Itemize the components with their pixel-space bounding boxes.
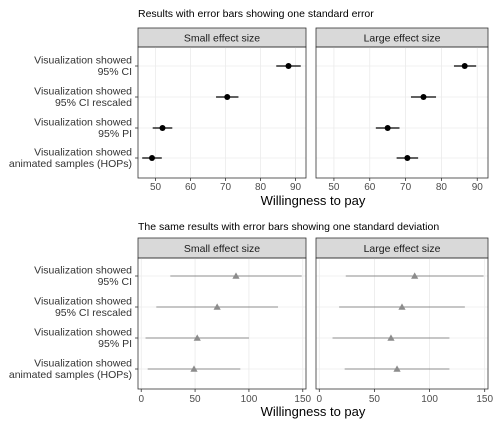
data-point (384, 125, 391, 131)
facet-strip-label: Small effect size (184, 33, 260, 45)
y-tick-label-line: animated samples (HOPs) (9, 369, 132, 381)
data-point (420, 94, 427, 100)
panel-border (137, 257, 307, 390)
x-tick-label: 60 (185, 182, 197, 193)
y-tick-label: Visualization showed 95% CI rescaled (34, 86, 132, 110)
y-tick-label-line: Visualization showed (34, 327, 132, 339)
x-axis-title: Willingness to pay (261, 404, 366, 419)
x-tick-label: 80 (436, 182, 448, 193)
chart-1: Results with error bars showing one stan… (9, 8, 489, 208)
chart-title: The same results with error bars showing… (138, 221, 439, 233)
y-tick-label-line: Visualization showed (34, 55, 132, 67)
y-tick-label-line: Visualization showed (34, 147, 132, 159)
x-tick-label: 60 (364, 182, 376, 193)
x-tick-label: 150 (476, 394, 493, 405)
x-tick-label: 0 (317, 394, 323, 405)
y-tick-label-line: Visualization showed (34, 358, 132, 370)
y-tick-label-line: 95% PI (98, 128, 132, 140)
panel-1: Small effect size 0 50 100 150 (137, 237, 312, 405)
panel-2: Large effect size 0 50 100 150 (315, 237, 493, 405)
x-tick-label: 90 (290, 182, 302, 193)
data-point (193, 334, 201, 341)
panel-border (315, 46, 489, 179)
y-tick-label: Visualization showed 95% PI (34, 327, 132, 351)
data-point (398, 303, 406, 310)
data-point (224, 94, 231, 100)
y-tick-label-line: Visualization showed (34, 86, 132, 98)
chart-2: The same results with error bars showing… (9, 221, 494, 419)
x-tick-label: 50 (190, 394, 202, 405)
data-point (461, 63, 468, 69)
data-point (393, 365, 401, 372)
y-tick-label-line: 95% CI (98, 66, 132, 78)
data-point (232, 272, 240, 279)
panel-1: Small effect size 50 60 70 80 90 (137, 27, 307, 193)
chart-title: Results with error bars showing one stan… (138, 8, 374, 20)
facet-strip-label: Small effect size (184, 243, 260, 255)
data-point (213, 303, 221, 310)
data-point (404, 155, 411, 161)
data-point (411, 272, 419, 279)
x-tick-label: 80 (255, 182, 267, 193)
y-tick-label-line: 95% CI rescaled (55, 97, 132, 109)
y-tick-label-line: Visualization showed (34, 117, 132, 129)
x-tick-label: 70 (400, 182, 412, 193)
facet-strip-label: Large effect size (364, 243, 441, 255)
x-axis-title: Willingness to pay (261, 193, 366, 208)
x-tick-label: 90 (472, 182, 484, 193)
y-tick-label-line: Visualization showed (34, 265, 132, 277)
y-tick-label: Visualization showed animated samples (HO… (9, 358, 132, 382)
data-point (190, 365, 198, 372)
y-tick-label-line: 95% CI (98, 276, 132, 288)
y-tick-label: Visualization showed 95% CI (34, 55, 132, 79)
y-tick-label: Visualization showed 95% CI rescaled (34, 296, 132, 320)
x-tick-label: 50 (369, 394, 381, 405)
x-tick-label: 0 (138, 394, 144, 405)
x-tick-label: 100 (421, 394, 438, 405)
y-tick-label: Visualization showed animated samples (HO… (9, 147, 132, 171)
y-tick-label: Visualization showed 95% CI (34, 265, 132, 289)
data-point (159, 125, 166, 131)
y-tick-label-line: Visualization showed (34, 296, 132, 308)
data-point (149, 155, 155, 161)
x-tick-label: 100 (241, 394, 258, 405)
panel-border (315, 257, 489, 390)
facet-strip-label: Large effect size (364, 33, 441, 45)
y-tick-label-line: animated samples (HOPs) (9, 158, 132, 170)
x-tick-label: 70 (220, 182, 232, 193)
x-tick-label: 150 (294, 394, 311, 405)
panel-border (137, 46, 307, 179)
data-point (387, 334, 395, 341)
x-tick-label: 50 (328, 182, 340, 193)
x-tick-label: 50 (150, 182, 162, 193)
y-tick-label-line: 95% CI rescaled (55, 307, 132, 319)
y-tick-label-line: 95% PI (98, 338, 132, 350)
y-tick-label: Visualization showed 95% PI (34, 117, 132, 141)
data-point (285, 63, 292, 69)
panel-2: Large effect size 50 60 70 80 90 (315, 27, 489, 193)
